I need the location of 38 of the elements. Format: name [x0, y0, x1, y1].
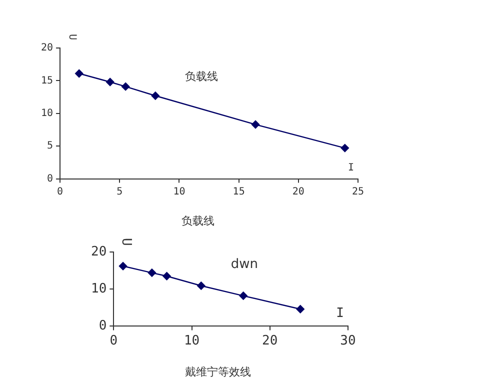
x-tick-label: 15: [232, 186, 245, 198]
point: [340, 144, 349, 152]
point: [151, 92, 160, 100]
y-axis-title: U: [66, 34, 78, 40]
point: [197, 282, 206, 290]
y-tick-label: 0: [47, 173, 54, 184]
point: [162, 272, 171, 280]
point: [239, 292, 248, 300]
y-tick-label: 20: [90, 244, 107, 260]
y-axis-title: U: [118, 238, 134, 246]
point: [121, 82, 130, 91]
x-tick-label: 20: [262, 333, 278, 348]
y-tick-label: 10: [40, 108, 54, 119]
point: [296, 305, 304, 314]
x-tick-label: 30: [340, 333, 356, 348]
y-tick-label: 10: [90, 281, 107, 296]
point: [118, 262, 128, 270]
text: 负载线: [182, 214, 214, 228]
y-tick-label: 5: [47, 140, 54, 152]
point: [251, 120, 260, 129]
x-tick-label: 0: [110, 333, 118, 348]
point: [148, 268, 156, 277]
x-tick-label: 25: [352, 186, 364, 198]
y-tick-label: 0: [98, 318, 107, 334]
text: 戴维宁等效线: [185, 365, 251, 378]
point: [106, 78, 114, 86]
x-tick-label: 20: [292, 186, 304, 198]
annotation: dwn: [230, 256, 258, 272]
x-axis-title: I: [348, 162, 354, 174]
x-axis-title: I: [336, 306, 344, 322]
x-tick-label: 10: [173, 186, 186, 198]
x-tick-label: 0: [57, 186, 64, 198]
y-tick-label: 15: [40, 75, 54, 86]
annotation: 负载线: [185, 70, 218, 83]
y-tick-label: 20: [40, 42, 54, 54]
x-tick-label: 10: [184, 333, 200, 348]
x-tick-label: 5: [116, 186, 123, 198]
point: [75, 69, 84, 78]
